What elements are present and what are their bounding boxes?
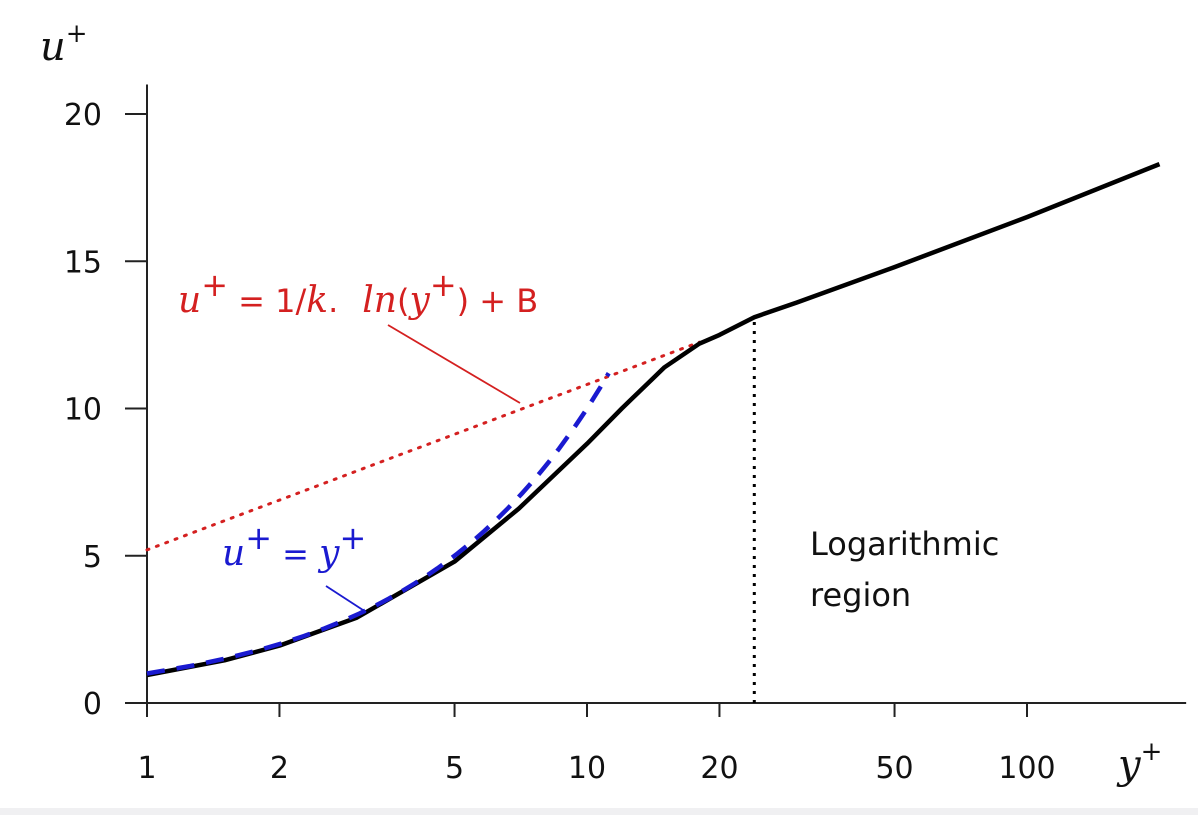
viscous-sublayer-line xyxy=(146,372,611,676)
velocity-profile-line xyxy=(146,162,1161,678)
log-law-leader-line xyxy=(387,324,521,404)
bottom-strip xyxy=(0,808,1198,815)
y-tick-label: 5 xyxy=(83,540,102,575)
region-label-line1: Logarithmic xyxy=(810,525,999,563)
log-law-annotation: u+ = 1/k. ln(y+) + B xyxy=(178,266,538,321)
y-tick-label: 0 xyxy=(83,687,102,722)
x-tick-label: 10 xyxy=(568,751,606,786)
x-tick-label: 5 xyxy=(445,751,464,786)
region-label-line2: region xyxy=(810,576,911,614)
x-axis-label: y+ xyxy=(1116,737,1162,788)
x-tick-label: 2 xyxy=(270,751,289,786)
y-tick-label: 15 xyxy=(64,245,102,280)
x-tick-label: 20 xyxy=(700,751,738,786)
y-tick-label: 10 xyxy=(64,393,102,428)
x-tick-label: 100 xyxy=(998,751,1055,786)
y-axis-label: u+ xyxy=(40,19,88,70)
x-tick-label: 50 xyxy=(875,751,913,786)
y-tick-label: 20 xyxy=(64,98,102,133)
log-law-line xyxy=(145,340,701,552)
viscous-annotation: u+ = y+ xyxy=(222,519,366,574)
x-tick-label: 1 xyxy=(137,751,156,786)
viscous-leader-line xyxy=(325,585,367,613)
